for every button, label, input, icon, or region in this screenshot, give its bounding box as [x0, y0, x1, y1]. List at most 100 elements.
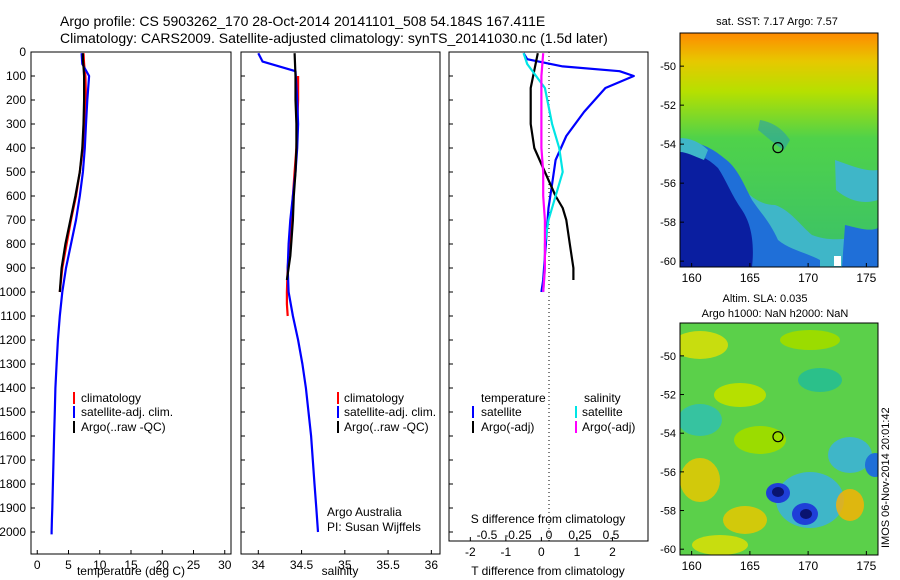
x-tick-label: 30: [218, 558, 232, 572]
x-tick-label: 36: [425, 558, 439, 572]
legend-label-argo: Argo(..raw -QC): [81, 420, 166, 434]
annotation-line-2: PI: Susan Wijffels: [327, 520, 421, 534]
x-tick-label: 1: [574, 545, 581, 559]
series-line-satellite-adj-clim: [50, 53, 91, 535]
y-tick-label: 1100: [0, 309, 26, 323]
y-tick-label: 1200: [0, 333, 26, 347]
y-tick-label: 500: [6, 165, 26, 179]
x-tick-label: 0: [34, 558, 41, 572]
map-y-tick-label: -52: [660, 100, 676, 112]
legend-label-s-satellite: satellite: [582, 405, 623, 419]
map-y-tick-label: -60: [660, 544, 676, 556]
y-tick-label: 1800: [0, 477, 26, 491]
map-x-tick-label: 160: [682, 271, 702, 285]
x-tick-label: 35: [338, 558, 352, 572]
map-x-tick-label: 165: [740, 559, 760, 573]
legend-title-temperature: temperature: [481, 391, 546, 405]
y-tick-label: 1400: [0, 381, 26, 395]
header-line-2: Climatology: CARS2009. Satellite-adjuste…: [60, 30, 608, 46]
s-tick-label: -0.25: [504, 528, 532, 542]
temperature-legend: climatology satellite-adj. clim. Argo(..…: [73, 391, 173, 434]
legend-label-satellite: satellite-adj. clim.: [81, 405, 173, 419]
x-tick-label: 34: [252, 558, 266, 572]
y-tick-label: 1900: [0, 501, 26, 515]
map-y-tick-label: -50: [660, 61, 676, 73]
map-y-tick-label: -56: [660, 467, 676, 479]
map-x-tick-label: 170: [798, 271, 818, 285]
legend-label-t-argo: Argo(-adj): [481, 420, 534, 434]
series-line-satellite-adj-clim: [257, 52, 320, 533]
legend-label-s-argo: Argo(-adj): [582, 420, 635, 434]
x-tick-label: -1: [501, 545, 512, 559]
y-tick-label: 200: [6, 93, 26, 107]
series-line-t-satellite: [522, 52, 635, 293]
y-tick-label: 1000: [0, 285, 26, 299]
map-y-tick-label: -54: [660, 139, 676, 151]
header-line-1: Argo profile: CS 5903262_170 28-Oct-2014…: [60, 13, 545, 29]
legend-title-salinity: salinity: [584, 391, 621, 405]
y-tick-label: 1500: [0, 405, 26, 419]
map-y-tick-label: -50: [660, 351, 676, 363]
y-tick-label: 700: [6, 213, 26, 227]
legend-label-t-satellite: satellite: [481, 405, 522, 419]
s-tick-label: 0.5: [603, 528, 620, 542]
legend-label-climatology: climatology: [81, 391, 141, 405]
y-tick-label: 800: [6, 237, 26, 251]
x-tick-label: -2: [465, 545, 476, 559]
y-tick-label: 1700: [0, 453, 26, 467]
map-x-tick-label: 175: [856, 271, 876, 285]
y-tick-label: 600: [6, 189, 26, 203]
y-tick-label: 300: [6, 117, 26, 131]
x-tick-label: 5: [65, 558, 72, 572]
y-tick-label: 900: [6, 261, 26, 275]
difference-xlabel-top: S difference from climatology: [471, 512, 626, 526]
x-tick-label: 2: [609, 545, 616, 559]
sst-map-image: [680, 33, 878, 267]
imos-timestamp: IMOS 06-Nov-2014 20:01:42: [880, 407, 892, 548]
series-line-t-argo-adj: [529, 52, 575, 280]
difference-legend: temperature satellite Argo(-adj) salinit…: [472, 391, 635, 434]
x-tick-label: 20: [156, 558, 170, 572]
legend-label-satellite: satellite-adj. clim.: [344, 405, 436, 419]
y-tick-label: 1300: [0, 357, 26, 371]
difference-xlabel: T difference from climatology: [471, 564, 625, 578]
series-line-argo-raw-qc: [285, 53, 298, 281]
sst-map-title: sat. SST: 7.17 Argo: 7.57: [716, 16, 838, 28]
sla-map-title: Altim. SLA: 0.035: [723, 293, 808, 305]
sla-map-image: [680, 323, 878, 555]
legend-label-climatology: climatology: [344, 391, 404, 405]
y-tick-label: 2000: [0, 525, 26, 539]
sla-map-axes: [679, 322, 879, 556]
s-tick-label: 0: [546, 528, 553, 542]
map-x-tick-label: 160: [682, 559, 702, 573]
series-line-s-argo-adj: [540, 53, 547, 293]
legend-label-argo: Argo(..raw -QC): [344, 420, 429, 434]
x-tick-label: 34.5: [290, 558, 314, 572]
sst-map-axes: [679, 32, 879, 268]
series-line-argo-raw-qc: [58, 53, 86, 293]
map-y-tick-label: -58: [660, 217, 676, 229]
temperature-xlabel: temperature (deg C): [77, 564, 185, 578]
x-tick-label: 25: [187, 558, 201, 572]
y-tick-label: 400: [6, 141, 26, 155]
s-tick-label: 0.25: [568, 528, 592, 542]
y-tick-label: 0: [19, 45, 26, 59]
map-x-tick-label: 170: [798, 559, 818, 573]
y-tick-label: 100: [6, 69, 26, 83]
map-y-tick-label: -52: [660, 390, 676, 402]
argo-position-marker: [772, 142, 784, 154]
argo-position-marker: [772, 431, 784, 443]
x-tick-label: 10: [93, 558, 107, 572]
s-tick-label: -0.5: [477, 528, 498, 542]
salinity-legend: climatology satellite-adj. clim. Argo(..…: [337, 391, 436, 434]
x-tick-label: 35.5: [376, 558, 400, 572]
y-tick-label: 1600: [0, 429, 26, 443]
x-tick-label: 15: [124, 558, 138, 572]
annotation-line-1: Argo Australia: [327, 505, 402, 519]
map-x-tick-label: 165: [740, 271, 760, 285]
map-y-tick-label: -58: [660, 506, 676, 518]
map-y-tick-label: -60: [660, 256, 676, 268]
map-y-tick-label: -56: [660, 178, 676, 190]
x-tick-label: 0: [538, 545, 545, 559]
sla-map-subtitle: Argo h1000: NaN h2000: NaN: [702, 308, 849, 320]
